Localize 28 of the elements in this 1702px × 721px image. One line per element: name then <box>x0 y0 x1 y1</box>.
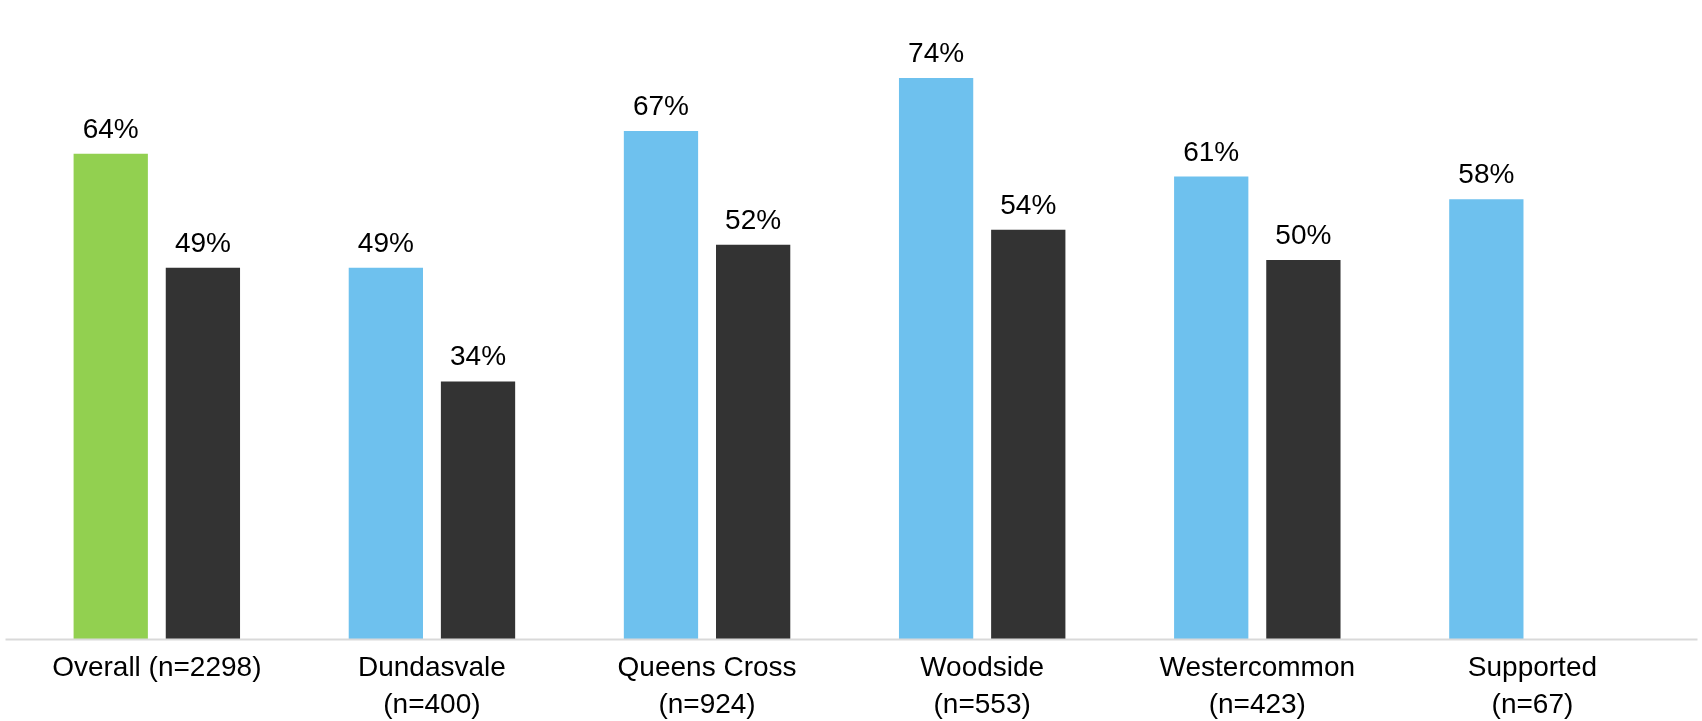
x-tick-label: Overall (n=2298) <box>52 650 262 682</box>
data-label: 74% <box>908 36 965 68</box>
bar <box>440 381 516 640</box>
x-tick-label: Westercommon (n=423) <box>1159 650 1356 719</box>
x-tick-label: Queens Cross (n=924) <box>617 650 797 719</box>
data-label: 50% <box>1275 219 1332 251</box>
bar <box>716 244 791 640</box>
bar <box>623 131 699 640</box>
bar <box>1174 176 1249 640</box>
data-label: 49% <box>174 226 231 258</box>
data-label: 52% <box>725 203 782 235</box>
data-label: 54% <box>1000 188 1057 220</box>
bar <box>898 77 974 640</box>
bar <box>991 229 1066 640</box>
data-label: 61% <box>1183 135 1240 167</box>
data-label: 49% <box>357 226 414 258</box>
data-label: 34% <box>450 340 507 372</box>
bar <box>1449 199 1524 640</box>
bar <box>165 267 241 640</box>
bar <box>348 267 423 640</box>
bar <box>73 153 148 640</box>
x-tick-label: Supported (n=67) <box>1467 650 1598 719</box>
data-label: 67% <box>632 90 689 122</box>
data-label: 58% <box>1458 158 1515 190</box>
x-tick-label: Woodside (n=553) <box>920 650 1045 719</box>
data-label: 64% <box>82 112 139 144</box>
bar <box>1266 260 1341 640</box>
x-tick-label: Dundasvale (n=400) <box>358 650 506 719</box>
